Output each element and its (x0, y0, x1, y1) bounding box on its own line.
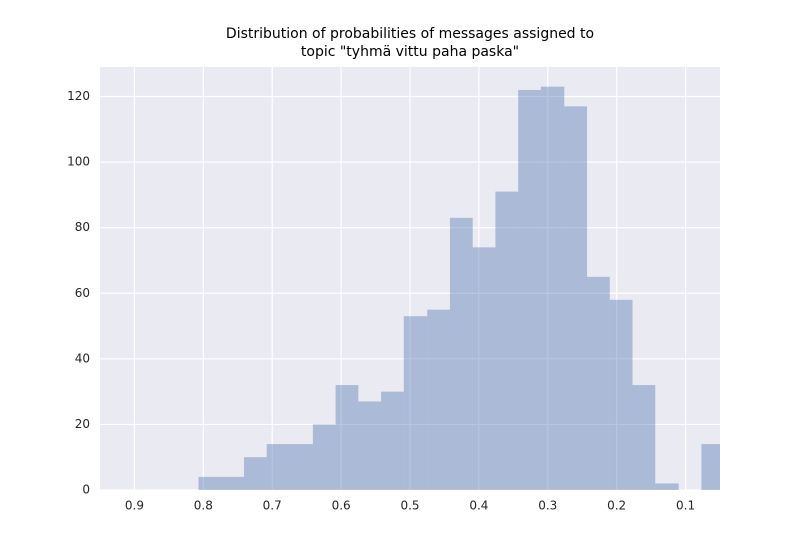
y-tick-label: 0 (82, 483, 90, 497)
y-tick-label: 20 (75, 417, 90, 431)
bar (609, 299, 633, 490)
bar (335, 385, 359, 490)
bar (221, 476, 244, 490)
bar (655, 483, 679, 490)
bar (358, 401, 382, 490)
bar (198, 476, 222, 490)
bar (632, 385, 656, 490)
x-tick-label: 0.3 (538, 499, 557, 513)
x-tick-label: 0.5 (400, 499, 419, 513)
x-tick-label: 0.7 (263, 499, 282, 513)
x-tick-label: 0.6 (332, 499, 351, 513)
tick-labels: 0 20 40 60 80 100 120 0.9 0.8 0.7 0.6 0.5 0.4 0.3 0.2 0… (67, 89, 695, 512)
y-tick-label: 100 (67, 155, 90, 169)
y-tick-label: 60 (75, 286, 90, 300)
bar (518, 89, 541, 490)
bar (587, 276, 610, 490)
x-tick-label: 0.9 (125, 499, 144, 513)
bar (290, 444, 313, 490)
bar (564, 106, 588, 490)
chart-title: Distribution of probabilities of message… (226, 26, 594, 42)
chart-title: topic "tyhmä vittu paha paska" (301, 44, 519, 60)
x-tick-label: 0.2 (607, 499, 626, 513)
x-tick-label: 0.1 (676, 499, 695, 513)
bar (427, 309, 450, 490)
y-tick-label: 120 (67, 89, 90, 103)
y-tick-label: 80 (75, 220, 90, 234)
bar (243, 457, 267, 490)
grid (100, 67, 720, 491)
bar (312, 424, 336, 490)
bar (495, 191, 519, 490)
bar (381, 391, 404, 490)
bar (403, 316, 428, 490)
bar (472, 247, 496, 490)
bars (198, 86, 720, 490)
bar (266, 444, 291, 490)
y-tick-label: 40 (75, 351, 90, 365)
x-tick-label: 0.8 (194, 499, 213, 513)
x-tick-label: 0.4 (469, 499, 488, 513)
bar (701, 444, 720, 490)
bar (540, 86, 565, 490)
bar (449, 217, 473, 490)
